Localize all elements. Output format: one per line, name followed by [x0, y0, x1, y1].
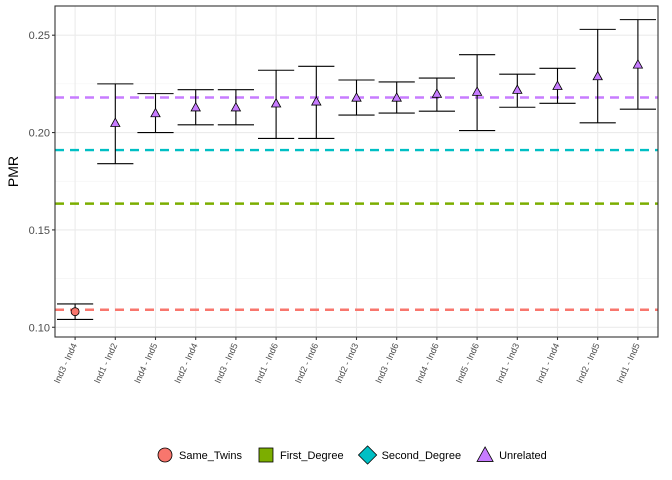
data-point-ind1-ind4 [552, 80, 563, 90]
data-point-ind1-ind5 [632, 58, 644, 69]
y-axis-title: PMR [5, 156, 21, 187]
legend-item-second-degree: Second_Degree [357, 445, 462, 465]
legend-key-square [258, 447, 274, 463]
data-point-ind3-ind4 [70, 307, 80, 317]
y-tick-label: 0.10 [29, 322, 50, 334]
data-point-ind2-ind3 [351, 92, 362, 102]
legend-key-diamond [357, 445, 378, 465]
data-point-ind1-ind3 [512, 84, 523, 94]
legend-label: Second_Degree [382, 450, 462, 462]
data-point-ind2-ind4 [190, 101, 201, 112]
y-tick-label: 0.15 [29, 225, 50, 237]
data-point-ind4-ind6 [431, 88, 443, 98]
y-tick-label: 0.25 [29, 30, 50, 42]
legend-item-first-degree: First_Degree [258, 447, 344, 463]
legend-item-unrelated: Unrelated [476, 446, 547, 462]
data-point-ind4-ind5 [150, 107, 161, 118]
legend-key-triangle [476, 446, 494, 462]
data-point-ind3-ind6 [391, 92, 402, 102]
legend: Same_Twins First_Degree Second_Degree Unrel… [157, 445, 547, 465]
y-tick-label: 0.20 [29, 128, 50, 140]
legend-item-same-twins: Same_Twins [157, 447, 242, 463]
data-point-ind1-ind6 [270, 97, 282, 108]
data-points [70, 58, 644, 317]
data-point-ind1-ind2 [110, 117, 121, 127]
legend-label: Unrelated [499, 450, 547, 462]
legend-key-circle [157, 447, 173, 463]
data-point-ind2-ind6 [311, 95, 322, 106]
data-point-ind3-ind5 [230, 101, 242, 112]
legend-label: Same_Twins [179, 450, 242, 462]
y-axis: 0.10 0.15 0.20 0.25 [29, 30, 55, 334]
legend-label: First_Degree [280, 450, 344, 462]
data-point-ind5-ind6 [471, 86, 483, 96]
data-point-ind2-ind5 [592, 70, 603, 81]
